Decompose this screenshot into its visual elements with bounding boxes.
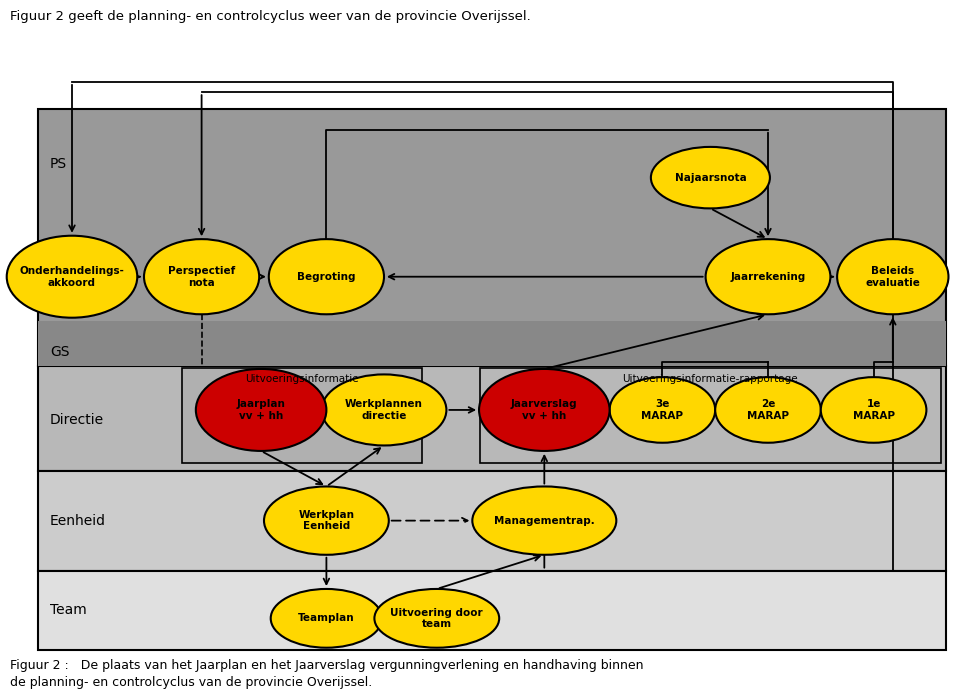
Text: Figuur 2 geeft de planning- en controlcyclus weer van de provincie Overijssel.: Figuur 2 geeft de planning- en controlcy… [10, 10, 530, 23]
Text: Jaarrekening: Jaarrekening [731, 272, 805, 282]
Text: Eenheid: Eenheid [50, 514, 106, 527]
Ellipse shape [610, 377, 715, 443]
Text: 2e
MARAP: 2e MARAP [747, 399, 789, 421]
Text: GS: GS [50, 345, 69, 359]
Text: Uitvoering door
team: Uitvoering door team [391, 607, 483, 629]
FancyBboxPatch shape [38, 471, 946, 570]
FancyBboxPatch shape [38, 366, 946, 471]
Ellipse shape [715, 377, 821, 443]
FancyBboxPatch shape [38, 321, 946, 366]
Text: Onderhandelings-
akkoord: Onderhandelings- akkoord [19, 266, 125, 287]
Text: Figuur 2 :   De plaats van het Jaarplan en het Jaarverslag vergunningverlening e: Figuur 2 : De plaats van het Jaarplan en… [10, 659, 643, 688]
Ellipse shape [821, 377, 926, 443]
Text: Managementrap.: Managementrap. [494, 516, 594, 525]
Ellipse shape [322, 375, 446, 446]
Ellipse shape [196, 369, 326, 451]
FancyBboxPatch shape [480, 368, 941, 463]
Text: Beleids
evaluatie: Beleids evaluatie [865, 266, 921, 287]
Text: Werkplan
Eenheid: Werkplan Eenheid [299, 510, 354, 532]
Ellipse shape [479, 369, 610, 451]
Text: Jaarverslag
vv + hh: Jaarverslag vv + hh [511, 399, 578, 421]
FancyBboxPatch shape [38, 110, 946, 366]
Text: 3e
MARAP: 3e MARAP [641, 399, 684, 421]
FancyBboxPatch shape [182, 368, 422, 463]
Text: Directie: Directie [50, 413, 104, 428]
Text: Teamplan: Teamplan [299, 613, 354, 623]
Text: Uitvoeringsinformatie-rapportage: Uitvoeringsinformatie-rapportage [623, 375, 798, 384]
Ellipse shape [271, 589, 382, 648]
Text: Uitvoeringsinformatie: Uitvoeringsinformatie [246, 375, 359, 384]
FancyBboxPatch shape [38, 570, 946, 650]
Ellipse shape [706, 239, 830, 314]
Ellipse shape [472, 486, 616, 555]
Ellipse shape [7, 236, 137, 318]
Ellipse shape [651, 147, 770, 208]
Text: 1e
MARAP: 1e MARAP [852, 399, 895, 421]
Text: Begroting: Begroting [298, 272, 355, 282]
Text: Jaarplan
vv + hh: Jaarplan vv + hh [237, 399, 285, 421]
Ellipse shape [264, 486, 389, 555]
Ellipse shape [374, 589, 499, 648]
Text: Werkplannen
directie: Werkplannen directie [345, 399, 423, 421]
Ellipse shape [144, 239, 259, 314]
Text: PS: PS [50, 157, 67, 171]
Text: Perspectief
nota: Perspectief nota [168, 266, 235, 287]
Ellipse shape [837, 239, 948, 314]
Text: Team: Team [50, 603, 86, 617]
Ellipse shape [269, 239, 384, 314]
Text: Najaarsnota: Najaarsnota [675, 173, 746, 183]
